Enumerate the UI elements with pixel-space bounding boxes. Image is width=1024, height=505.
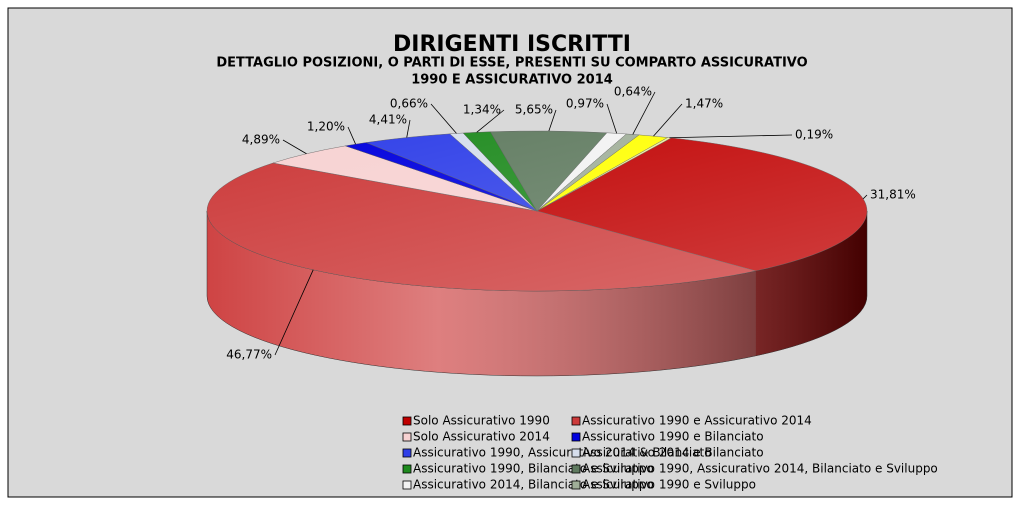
legend-label: Assicurativo 1990 e Assicurativo 2014 [582, 414, 812, 428]
legend-swatch [571, 432, 581, 442]
data-label: 4,89% [242, 133, 280, 147]
data-label: 0,19% [795, 128, 833, 142]
chart-subtitle: 1990 E ASSICURATIVO 2014 [411, 73, 613, 88]
legend-label: Assicurativo 1990, Assicurativo 2014, Bi… [582, 462, 938, 476]
legend-label: Assicurativo 1990, Bilanciato e Sviluppo [413, 462, 654, 476]
legend-label: Assicurativo 1990 e Bilanciato [582, 430, 764, 444]
data-label: 4,41% [369, 113, 407, 127]
legend-swatch [571, 448, 581, 458]
leader-line [430, 103, 457, 134]
leader-line [274, 269, 314, 356]
chart-subtitle: DETTAGLIO POSIZIONI, O PARTI DI ESSE, PR… [216, 56, 807, 71]
leader-line [862, 194, 868, 200]
leader-line [282, 139, 307, 155]
legend-swatch [571, 464, 581, 474]
legend-label: Assicurativo 2014 e Bilanciato [582, 446, 764, 460]
legend-swatch [571, 416, 581, 426]
legend-swatch [402, 480, 412, 490]
data-label: 5,65% [515, 103, 553, 117]
leader-line [548, 109, 557, 132]
data-label: 1,47% [685, 97, 723, 111]
legend-swatch [402, 448, 412, 458]
legend-label: Assicurativo 2014, Bilanciato e Sviluppo [413, 478, 654, 492]
chart-title: DIRIGENTI ISCRITTI [393, 32, 631, 57]
leader-line [347, 126, 356, 145]
data-label: 1,34% [463, 103, 501, 117]
leader-line [653, 103, 683, 137]
data-label: 0,64% [614, 85, 652, 99]
legend-label: Solo Assicurativo 1990 [413, 414, 550, 428]
leader-line [606, 103, 618, 134]
data-label: 46,77% [226, 348, 272, 362]
leader-line [632, 91, 656, 135]
data-label: 1,20% [307, 120, 345, 134]
legend-swatch [402, 432, 412, 442]
leader-line [406, 119, 411, 138]
leader-line [669, 134, 793, 139]
legend-swatch [571, 480, 581, 490]
leader-line [476, 109, 505, 133]
legend-label: Solo Assicurativo 2014 [413, 430, 550, 444]
data-label: 0,97% [566, 97, 604, 111]
legend-label: Assicurativo 1990 e Sviluppo [582, 478, 756, 492]
data-label: 31,81% [870, 188, 916, 202]
legend-label: Assicurativo 1990, Assicurativo 2014 & B… [413, 446, 712, 460]
data-label: 0,66% [390, 97, 428, 111]
legend-swatch [402, 416, 412, 426]
top-shade [207, 131, 867, 291]
legend-swatch [402, 464, 412, 474]
